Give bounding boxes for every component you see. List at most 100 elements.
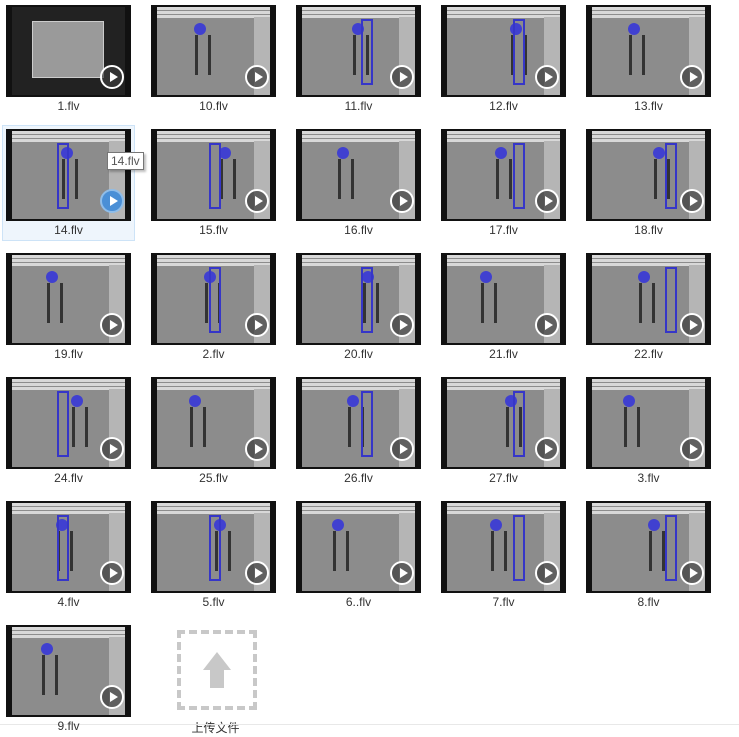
video-thumbnail[interactable] <box>151 377 276 469</box>
file-tile[interactable]: 9.flv <box>2 621 135 737</box>
file-name[interactable]: 22.flv <box>634 347 663 361</box>
video-thumbnail[interactable] <box>151 501 276 593</box>
upload-button[interactable] <box>177 630 257 710</box>
file-name[interactable]: 9.flv <box>57 719 80 733</box>
video-thumbnail[interactable] <box>6 625 131 717</box>
play-button[interactable] <box>680 189 704 213</box>
file-name[interactable]: 27.flv <box>489 471 518 485</box>
file-name[interactable]: 6..flv <box>345 595 372 609</box>
play-button[interactable] <box>680 437 704 461</box>
file-name[interactable]: 15.flv <box>199 223 228 237</box>
play-button[interactable] <box>100 313 124 337</box>
play-button[interactable] <box>680 561 704 585</box>
video-thumbnail[interactable] <box>296 377 421 469</box>
play-button[interactable] <box>100 685 124 709</box>
file-name[interactable]: 10.flv <box>199 99 228 113</box>
video-thumbnail[interactable] <box>441 5 566 97</box>
video-thumbnail[interactable] <box>6 5 131 97</box>
file-tile[interactable]: 15.flv <box>147 125 280 241</box>
file-name[interactable]: 3.flv <box>637 471 660 485</box>
file-name[interactable]: 18.flv <box>634 223 663 237</box>
video-thumbnail[interactable] <box>6 129 131 221</box>
play-button[interactable] <box>390 65 414 89</box>
play-button[interactable] <box>245 65 269 89</box>
file-tile[interactable]: 1.flv <box>2 1 135 117</box>
play-button[interactable] <box>100 189 124 213</box>
play-button[interactable] <box>245 313 269 337</box>
file-tile[interactable]: 25.flv <box>147 373 280 489</box>
play-button[interactable] <box>680 65 704 89</box>
file-name[interactable]: 26.flv <box>344 471 373 485</box>
play-button[interactable] <box>390 437 414 461</box>
file-name[interactable]: 24.flv <box>54 471 83 485</box>
file-name[interactable]: 1.flv <box>57 99 80 113</box>
video-thumbnail[interactable] <box>586 5 711 97</box>
file-tile[interactable]: 7.flv <box>437 497 570 613</box>
file-name[interactable]: 20.flv <box>344 347 373 361</box>
file-tile[interactable]: 20.flv <box>292 249 425 365</box>
play-button[interactable] <box>100 437 124 461</box>
file-tile[interactable]: 12.flv <box>437 1 570 117</box>
file-tile[interactable]: 13.flv <box>582 1 715 117</box>
file-name[interactable]: 4.flv <box>57 595 80 609</box>
file-name[interactable]: 19.flv <box>54 347 83 361</box>
file-tile[interactable]: 3.flv <box>582 373 715 489</box>
video-thumbnail[interactable] <box>586 253 711 345</box>
file-tile[interactable]: 10.flv <box>147 1 280 117</box>
video-thumbnail[interactable] <box>586 129 711 221</box>
file-tile[interactable]: 5.flv <box>147 497 280 613</box>
file-name[interactable]: 7.flv <box>492 595 515 609</box>
video-thumbnail[interactable] <box>441 129 566 221</box>
play-button[interactable] <box>245 189 269 213</box>
file-tile[interactable]: 4.flv <box>2 497 135 613</box>
file-tile[interactable]: 6..flv <box>292 497 425 613</box>
video-thumbnail[interactable] <box>6 501 131 593</box>
video-thumbnail[interactable] <box>296 501 421 593</box>
play-button[interactable] <box>390 313 414 337</box>
file-tile[interactable]: 19.flv <box>2 249 135 365</box>
file-name[interactable]: 17.flv <box>489 223 518 237</box>
video-thumbnail[interactable] <box>441 253 566 345</box>
file-tile[interactable]: 11.flv <box>292 1 425 117</box>
video-thumbnail[interactable] <box>586 501 711 593</box>
play-button[interactable] <box>535 65 559 89</box>
file-tile[interactable]: 22.flv <box>582 249 715 365</box>
video-thumbnail[interactable] <box>296 129 421 221</box>
video-thumbnail[interactable] <box>586 377 711 469</box>
file-name[interactable]: 13.flv <box>634 99 663 113</box>
file-name[interactable]: 16.flv <box>344 223 373 237</box>
video-thumbnail[interactable] <box>6 253 131 345</box>
file-tile[interactable]: 18.flv <box>582 125 715 241</box>
file-tile[interactable]: 14.flv <box>2 125 135 241</box>
file-name[interactable]: 14.flv <box>54 223 83 237</box>
file-tile[interactable]: 16.flv <box>292 125 425 241</box>
play-button[interactable] <box>535 561 559 585</box>
file-tile[interactable]: 21.flv <box>437 249 570 365</box>
play-button[interactable] <box>100 561 124 585</box>
video-thumbnail[interactable] <box>296 5 421 97</box>
file-tile[interactable]: 26.flv <box>292 373 425 489</box>
file-name[interactable]: 5.flv <box>202 595 225 609</box>
play-button[interactable] <box>390 189 414 213</box>
file-name[interactable]: 11.flv <box>344 99 373 113</box>
video-thumbnail[interactable] <box>296 253 421 345</box>
file-name[interactable]: 25.flv <box>199 471 228 485</box>
file-tile[interactable]: 8.flv <box>582 497 715 613</box>
file-name[interactable]: 8.flv <box>637 595 660 609</box>
video-thumbnail[interactable] <box>441 377 566 469</box>
play-button[interactable] <box>535 437 559 461</box>
play-button[interactable] <box>680 313 704 337</box>
play-button[interactable] <box>535 313 559 337</box>
file-name[interactable]: 21.flv <box>489 347 518 361</box>
file-tile[interactable]: 24.flv <box>2 373 135 489</box>
file-tile[interactable]: 27.flv <box>437 373 570 489</box>
file-tile[interactable]: 2.flv <box>147 249 280 365</box>
play-button[interactable] <box>390 561 414 585</box>
video-thumbnail[interactable] <box>6 377 131 469</box>
play-button[interactable] <box>535 189 559 213</box>
file-name[interactable]: 2.flv <box>202 347 225 361</box>
play-button[interactable] <box>100 65 124 89</box>
play-button[interactable] <box>245 437 269 461</box>
video-thumbnail[interactable] <box>151 129 276 221</box>
file-tile[interactable]: 17.flv <box>437 125 570 241</box>
